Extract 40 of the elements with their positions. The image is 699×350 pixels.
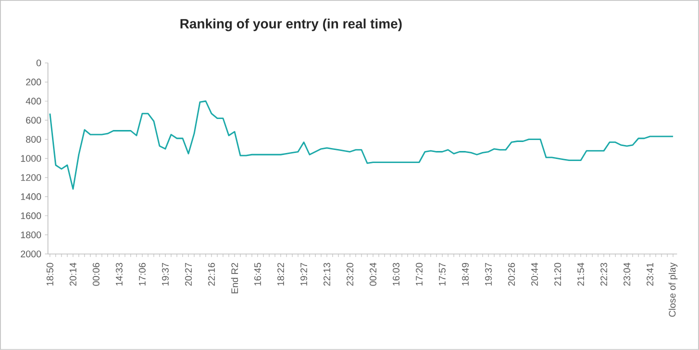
x-tick-label: 19:27	[300, 263, 308, 286]
x-tick-label: 22:16	[208, 262, 215, 286]
x-tick-label: 21:20	[554, 262, 562, 286]
x-tick-label: 17:06	[138, 262, 146, 286]
x-tick-label: 17:20	[416, 262, 423, 286]
x-tick-label: 18:50	[46, 262, 54, 286]
x-tick-label: 23:20	[346, 262, 354, 286]
x-tick-label: 20:14	[70, 262, 76, 286]
y-tick-label: 2000	[20, 250, 42, 258]
y-tick-label: 1800	[21, 232, 42, 238]
x-tick-label: 16:03	[392, 262, 400, 286]
x-tick-label: 23:04	[624, 262, 630, 286]
y-tick-label: 400	[26, 98, 42, 105]
x-tick-label: 18:22	[277, 263, 284, 286]
x-tick-label: End R2	[231, 263, 238, 294]
x-tick-label: 00:24	[370, 262, 376, 286]
x-tick-label: 18:49	[462, 262, 469, 286]
x-tick-label: 21:54	[577, 262, 584, 286]
x-tick-label: 00:06	[92, 262, 100, 286]
y-tick-label: 1200	[21, 174, 42, 181]
x-tick-label: 19:37	[485, 263, 492, 286]
x-tick-label: 22:13	[324, 262, 330, 286]
y-tick-label: 800	[26, 136, 42, 143]
x-tick-label: 23:41	[646, 263, 654, 286]
x-tick-label: 20:44	[531, 262, 538, 286]
x-tick-label: 16:45	[254, 262, 262, 286]
chart-title: Ranking of your entry (in real time)	[180, 18, 402, 32]
x-tick-label: 22:23	[600, 262, 608, 286]
x-tick-label: Close of play	[668, 262, 678, 317]
y-tick-label: 200	[26, 78, 42, 86]
y-tick-label: 1600	[21, 212, 42, 220]
x-tick-label: 14:33	[116, 262, 123, 286]
x-tick-label: 17:57	[438, 263, 446, 286]
y-tick-label: 1400	[21, 193, 42, 200]
x-tick-label: 20:26	[508, 262, 515, 286]
y-tick-label: 0	[36, 60, 42, 66]
y-tick-label: 1000	[21, 155, 42, 162]
x-tick-label: 19:37	[162, 263, 169, 286]
x-tick-label: 20:27	[185, 263, 192, 286]
y-tick-label: 600	[26, 116, 42, 124]
